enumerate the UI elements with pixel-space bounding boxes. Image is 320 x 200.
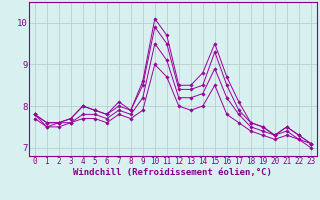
X-axis label: Windchill (Refroidissement éolien,°C): Windchill (Refroidissement éolien,°C) bbox=[73, 168, 272, 177]
